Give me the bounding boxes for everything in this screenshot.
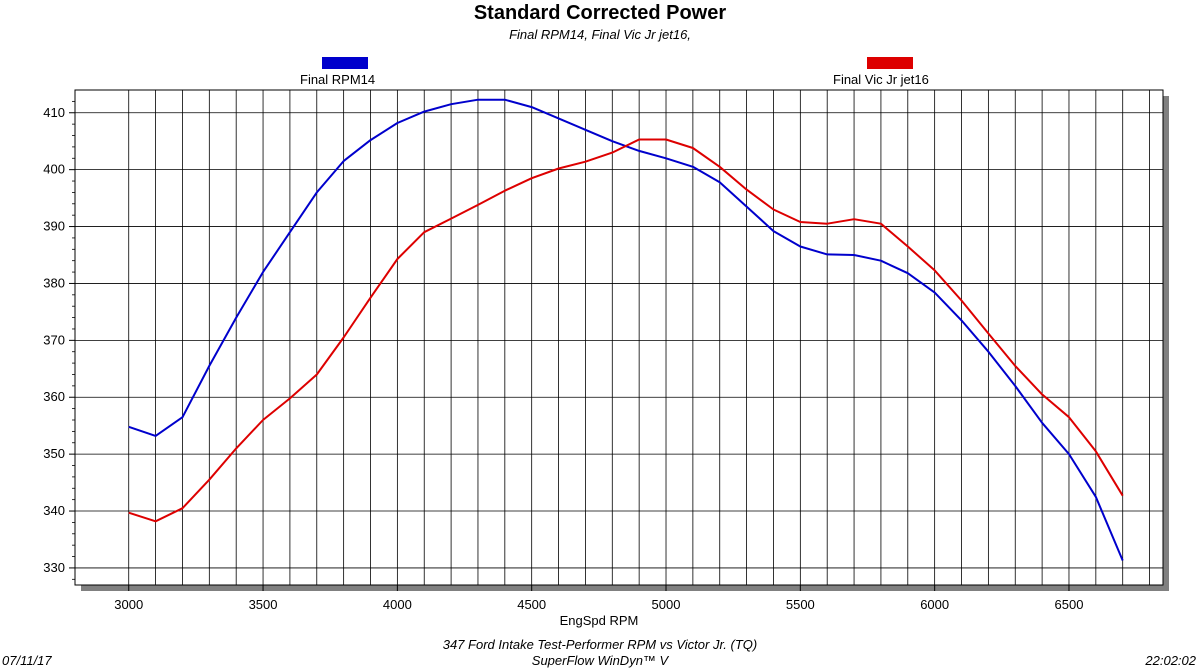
legend-swatch-series-1: [322, 57, 368, 69]
plot-area: [74, 89, 1164, 586]
x-tick-label: 5500: [786, 597, 815, 612]
legend-label-series-1: Final RPM14: [300, 72, 376, 87]
x-tick-label: 3000: [114, 597, 143, 612]
y-tick-label: 380: [43, 275, 65, 290]
x-tick-label: 5000: [652, 597, 681, 612]
x-tick-label: 3500: [249, 597, 278, 612]
footer-date: 07/11/17: [2, 653, 52, 668]
footer-test-name: 347 Ford Intake Test-Performer RPM vs Vi…: [442, 637, 758, 652]
legend-label-series-2: Final Vic Jr jet16: [833, 72, 929, 87]
y-tick-label: 340: [43, 503, 65, 518]
y-tick-label: 390: [43, 219, 65, 234]
footer-time: 22:02:02: [1145, 653, 1196, 668]
y-tick-label: 400: [43, 162, 65, 177]
y-tick-label: 370: [43, 332, 65, 347]
y-tick-label: 410: [43, 105, 65, 120]
chart-subtitle: Final RPM14, Final Vic Jr jet16,: [509, 27, 691, 42]
x-tick-label: 6000: [920, 597, 949, 612]
x-axis-label: EngSpd RPM: [560, 613, 639, 628]
y-tick-label: 330: [43, 560, 65, 575]
legend-swatch-series-2: [867, 57, 913, 69]
y-tick-label: 360: [43, 389, 65, 404]
chart-title: Standard Corrected Power: [473, 2, 727, 24]
series-line-2: [128, 138, 1124, 523]
x-tick-label: 4000: [383, 597, 412, 612]
footer-software: SuperFlow WinDyn™ V: [531, 653, 669, 668]
x-tick-label: 4500: [517, 597, 546, 612]
x-tick-label: 6500: [1055, 597, 1084, 612]
y-tick-label: 350: [43, 446, 65, 461]
